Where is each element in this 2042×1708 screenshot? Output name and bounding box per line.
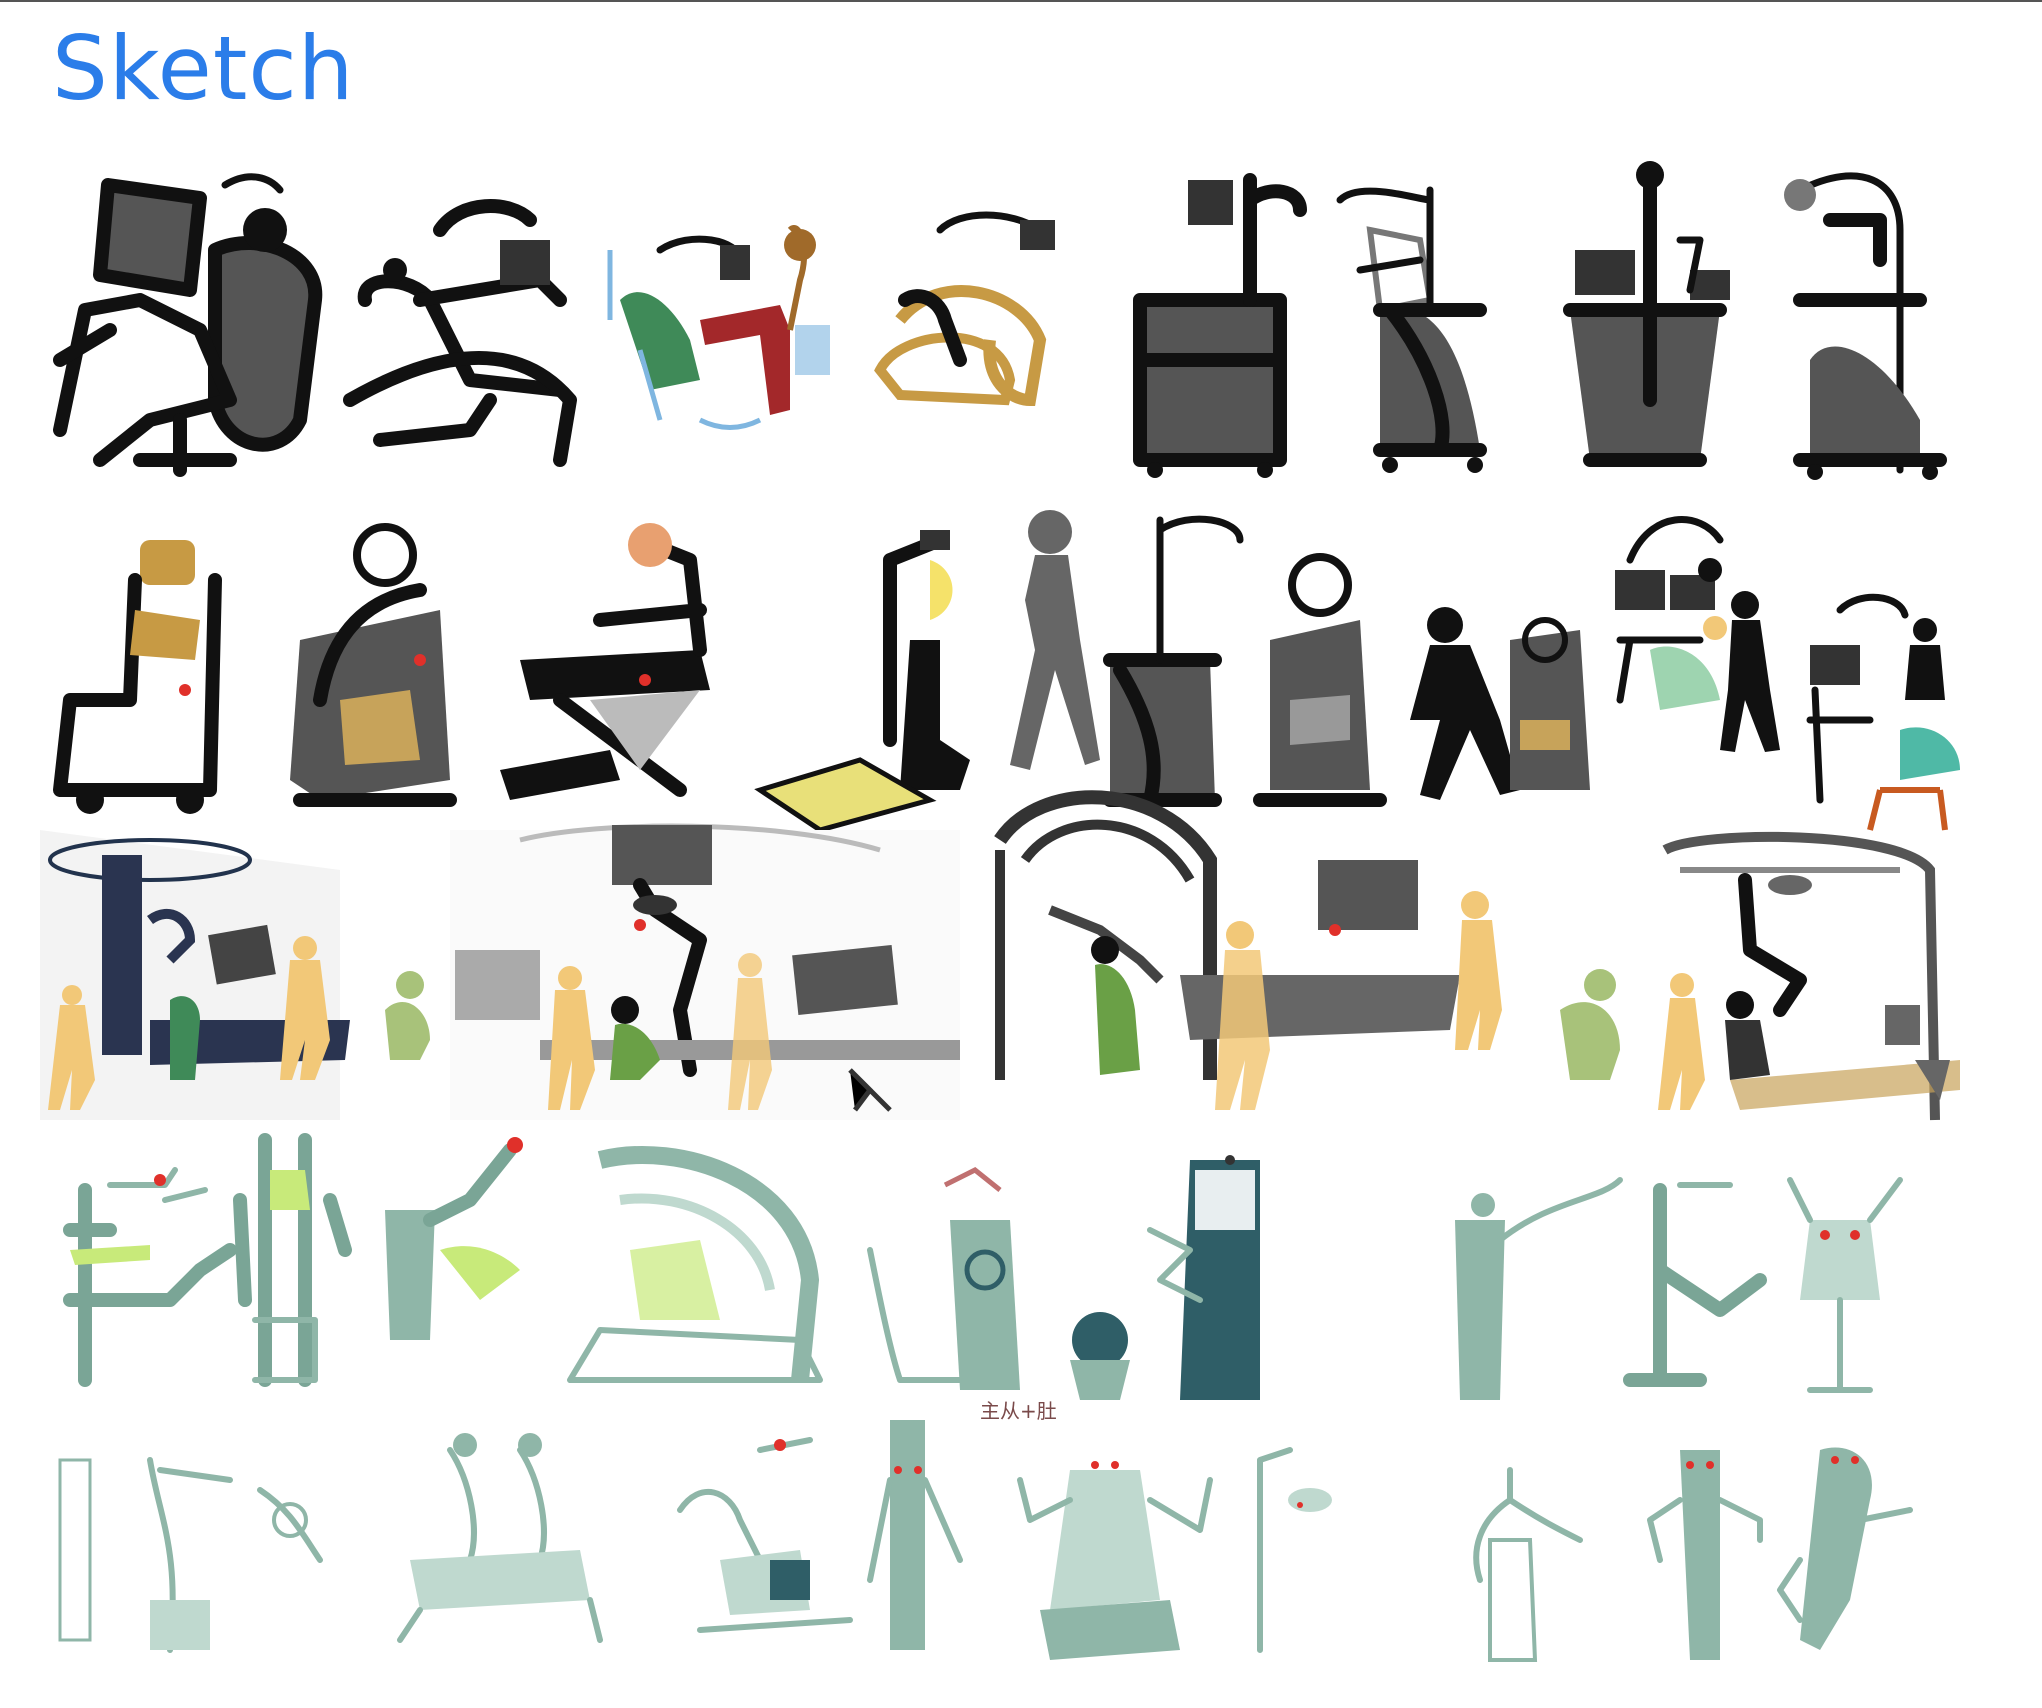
row-2 xyxy=(53,510,1960,833)
sketch-overhead-arm-room xyxy=(1560,831,1960,1121)
sketch-three-small-robots xyxy=(1473,1447,1913,1662)
sketch-dental-chair-with-monitor xyxy=(53,173,323,477)
sketch-walking-man-with-chair xyxy=(1410,607,1590,800)
sketch-cart-with-arms xyxy=(1133,173,1434,478)
row-4: 主从+肚 xyxy=(63,1133,1903,1423)
sketch-twin-arm-base xyxy=(397,1433,603,1643)
sketch-arch-cart xyxy=(1336,186,1487,473)
sketch-tall-column-arms xyxy=(58,1457,323,1653)
sketch-multi-arm-robot xyxy=(1017,1461,1213,1660)
sketch-arch-gantry-room xyxy=(994,790,1502,1110)
sketch-ochre-chair-concept xyxy=(874,211,1055,407)
row-1 xyxy=(53,161,1947,480)
sketch-ceiling-mount-room xyxy=(450,823,960,1120)
sketch-grey-frame-chair xyxy=(290,523,457,807)
sketch-helmet-chair xyxy=(1253,553,1387,807)
sketch-tower-with-chair xyxy=(385,1137,523,1340)
sketch-column-room-scene xyxy=(40,830,430,1120)
sketch-column-robot xyxy=(63,1167,237,1387)
sketch-vertical-arm-pole xyxy=(867,1420,963,1650)
sketch-three-robots xyxy=(1455,1177,1903,1400)
sketch-operator-station-group xyxy=(1615,516,1780,752)
sketch-operator-with-patient xyxy=(1806,593,1960,831)
row-5 xyxy=(58,1420,1913,1662)
top-border xyxy=(0,0,2042,2)
sketch-walking-woman-with-cart xyxy=(1010,510,1244,807)
sketch-lamp-pole-station xyxy=(754,530,970,833)
sketch-cart-with-screens xyxy=(1563,161,1730,467)
sketch-dark-teal-tower: 主从+肚 xyxy=(980,1155,1260,1423)
sketch-chair-with-console xyxy=(343,199,577,467)
sketch-bench-arm xyxy=(677,1437,853,1633)
sketch-colored-concept-with-doctor xyxy=(607,225,830,430)
sketch-reclined-chair xyxy=(500,523,710,800)
sketch-lamp-stand xyxy=(1257,1447,1332,1653)
page-title: Sketch xyxy=(52,17,355,120)
sketch-tower-with-chair-2 xyxy=(867,1167,1020,1390)
row-3 xyxy=(40,790,1960,1121)
sketch-twin-arm-frame xyxy=(233,1133,352,1387)
sketch-ochre-headrest-chair xyxy=(53,540,222,814)
sketch-c-arm-bed xyxy=(567,1146,823,1383)
handwritten-note: 主从+肚 xyxy=(980,1399,1057,1423)
sketch-tall-arm-cart xyxy=(1784,172,1947,480)
